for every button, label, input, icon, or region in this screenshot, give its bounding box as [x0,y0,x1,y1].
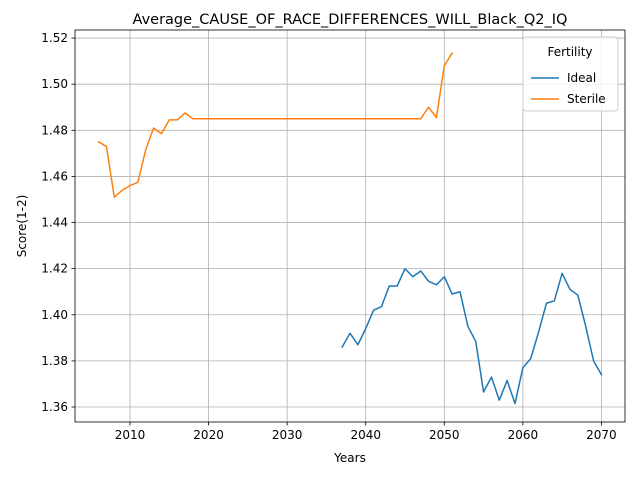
y-tick-label: 1.46 [41,169,68,183]
series-line-sterile [97,52,454,198]
y-tick-label: 1.42 [41,262,68,276]
x-axis-label: Years [333,451,366,465]
x-tick-label: 2020 [193,428,224,442]
x-tick-label: 2060 [508,428,539,442]
x-tick-label: 2010 [115,428,146,442]
y-tick-label: 1.44 [41,216,68,230]
plot-frame [74,29,626,423]
y-tick-label: 1.40 [41,308,68,322]
y-axis: 1.36 1.38 1.40 1.42 1.44 1.46 1.48 1.50 1.52 [41,31,75,414]
y-axis-label: Score(1-2) [15,195,29,258]
grid [75,30,625,422]
legend-title: Fertility [547,45,592,59]
y-tick-label: 1.52 [41,31,68,45]
x-tick-label: 2070 [586,428,617,442]
y-tick-label: 1.36 [41,400,68,414]
legend-label-sterile: Sterile [567,92,606,106]
legend-label-ideal: Ideal [567,71,596,85]
x-tick-label: 2040 [350,428,381,442]
x-tick-label: 2050 [429,428,460,442]
legend-box [522,36,619,112]
chart-title: Average_CAUSE_OF_RACE_DIFFERENCES_WILL_B… [133,12,568,28]
x-axis: 2010 2020 2030 2040 2050 2060 2070 [115,422,617,442]
series-layer [97,52,603,405]
series-line-ideal [341,267,603,405]
x-tick-label: 2030 [272,428,303,442]
y-tick-label: 1.50 [41,77,68,91]
y-tick-label: 1.38 [41,354,68,368]
y-tick-label: 1.48 [41,123,68,137]
legend: Fertility Ideal Sterile [522,36,619,112]
